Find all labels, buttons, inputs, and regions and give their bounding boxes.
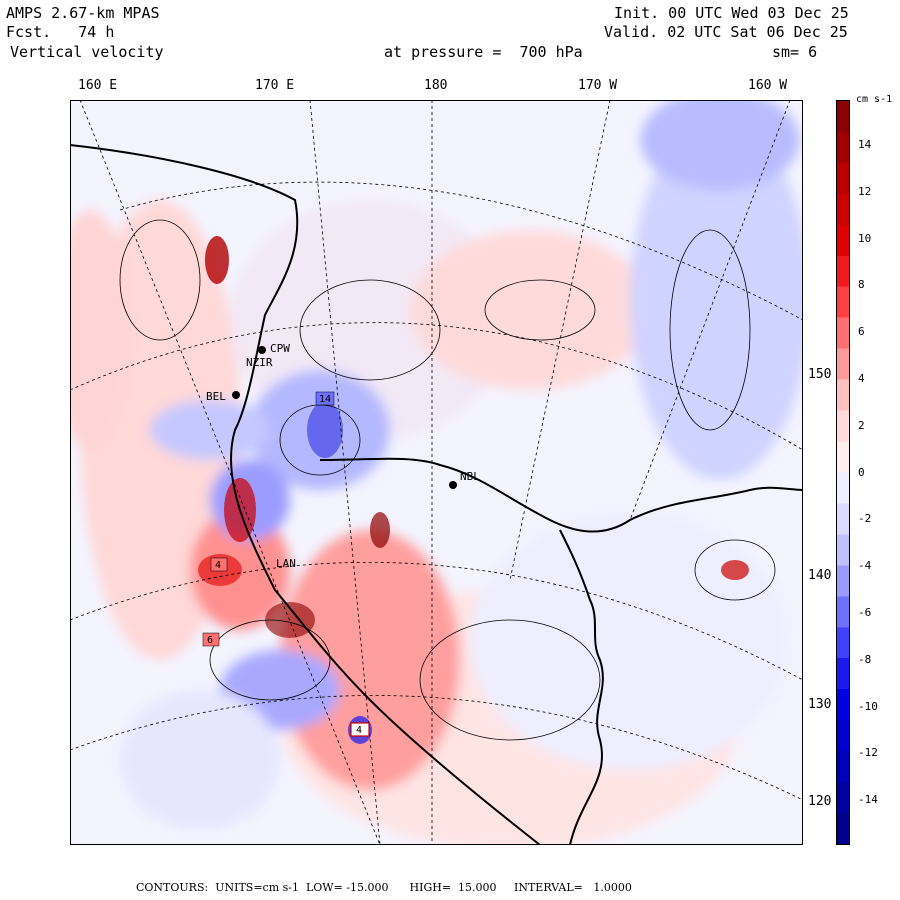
colorbar-tick: -4 — [858, 559, 872, 573]
colorbar — [836, 100, 850, 845]
value-boxes: 14 4 6 4 — [202, 391, 370, 737]
coastline — [70, 144, 803, 845]
station-label-bel: BEL — [206, 390, 226, 403]
valid-time: Valid. 02 UTC Sat 06 Dec 25 — [604, 23, 848, 41]
colorbar-tick: -10 — [858, 699, 878, 713]
colorbar-tick: 10 — [858, 231, 872, 245]
value-box-4a: 4 — [215, 560, 221, 571]
colorbar-tick: -2 — [858, 512, 872, 526]
lon-label-180: 180 — [424, 78, 448, 93]
station-label-nbl: NBL — [460, 470, 480, 483]
colorbar-tick: -6 — [858, 606, 872, 619]
map-border — [70, 100, 803, 845]
colorbar-tick: 8 — [858, 278, 865, 292]
contour-info: CONTOURS: UNITS=cm s-1 LOW= -15.000 HIGH… — [136, 881, 632, 894]
smoothing: sm= 6 — [772, 43, 818, 61]
colorbar-tick: 2 — [858, 418, 865, 432]
pressure-level: at pressure = 700 hPa — [384, 43, 583, 61]
value-box-6: 6 — [207, 635, 213, 646]
lon-label-170w: 170 W — [578, 78, 618, 93]
forecast-hour: Fcst. 74 h — [6, 23, 115, 41]
station-label-nzir: NZIR — [246, 356, 273, 369]
station-label-lan: LAN — [276, 557, 296, 570]
value-box-4b: 4 — [356, 725, 362, 736]
colorbar-tick: 0 — [858, 465, 865, 479]
colorbar-unit: cm s-1 — [856, 94, 893, 105]
colorbar-tick: -8 — [858, 652, 872, 666]
colorbar-tick: -14 — [858, 793, 878, 807]
station-bel-marker — [232, 391, 240, 399]
colorbar-tick: 12 — [858, 184, 872, 198]
stations: CPW NZIR BEL LAN NBL — [206, 342, 480, 570]
colorbar-tick: 6 — [858, 325, 865, 339]
graticule — [70, 100, 803, 845]
lon-label-170e: 170 E — [255, 78, 295, 93]
station-label-cpw: CPW — [270, 342, 290, 355]
field-name: Vertical velocity — [10, 43, 164, 61]
field-shading — [70, 100, 803, 845]
colorbar-tick: -12 — [858, 746, 878, 760]
station-cpw-marker — [258, 346, 266, 354]
lon-label-160w: 160 W — [748, 78, 788, 93]
colorbar-tick: 4 — [858, 372, 865, 385]
colorbar-tick: 14 — [858, 138, 872, 151]
vertical-velocity-map: CPW NZIR BEL LAN NBL 14 4 6 4 — [70, 100, 803, 845]
station-nbl-marker — [449, 481, 457, 489]
value-box-14: 14 — [319, 394, 331, 405]
model-title: AMPS 2.67-km MPAS — [6, 4, 160, 22]
lon-label-160e: 160 E — [78, 78, 118, 93]
init-time: Init. 00 UTC Wed 03 Dec 25 — [614, 4, 849, 22]
